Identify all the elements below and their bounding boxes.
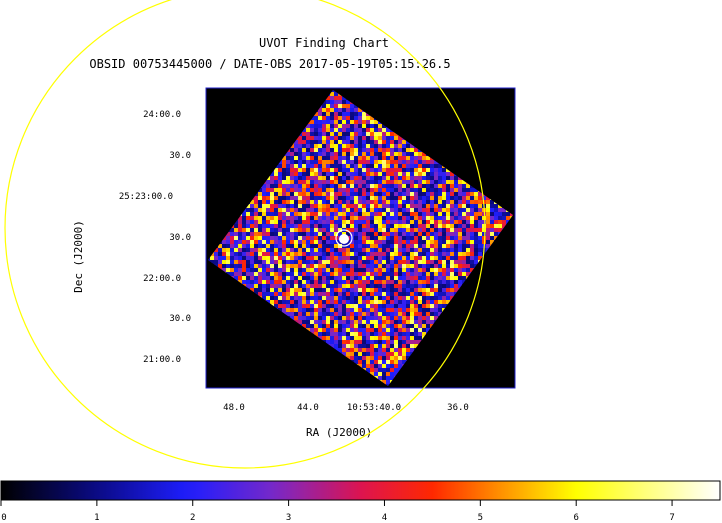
colorbar: 0 1 2 3 4 5 6 7 <box>0 480 722 520</box>
colorbar-tick-label: 4 <box>374 513 394 523</box>
colorbar-tick-label: 0 <box>0 513 14 523</box>
colorbar-tick-label: 3 <box>279 513 299 523</box>
colorbar-gradient <box>0 480 722 512</box>
colorbar-tick-label: 1 <box>87 513 107 523</box>
bright-source <box>339 234 349 244</box>
colorbar-tick-label: 6 <box>566 513 586 523</box>
colorbar-bar <box>1 481 720 500</box>
colorbar-tick-label: 7 <box>662 513 682 523</box>
colorbar-tick-label: 2 <box>183 513 203 523</box>
colorbar-tick-label: 5 <box>470 513 490 523</box>
finding-chart-plot <box>0 0 722 480</box>
